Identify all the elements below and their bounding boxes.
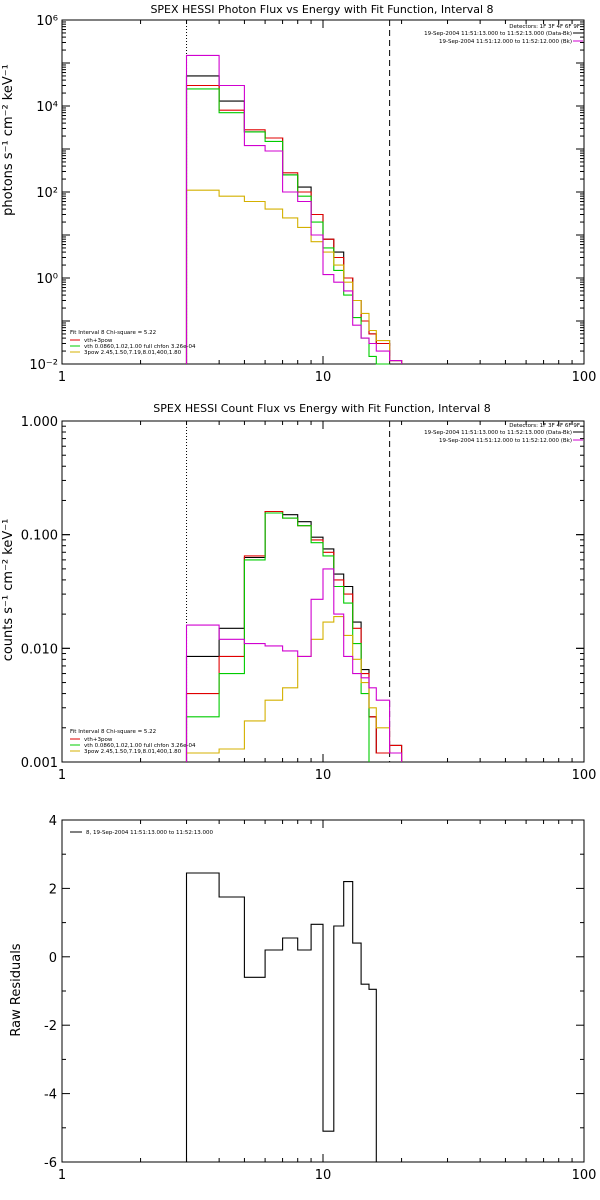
count-data-interval-header: 19-Sep-2004 11:51:13.000 to 11:52:13.000… xyxy=(424,430,572,436)
photon-nonthermal-legend-label: 3pow 2.45,1.50,7.19,8.01,400,1.80 xyxy=(84,350,182,356)
photon-series-background xyxy=(185,54,403,364)
photon-data-interval-header: 19-Sep-2004 11:51:13.000 to 11:52:13.000… xyxy=(424,31,572,37)
residual-y-tick-label: 4 xyxy=(49,814,57,829)
photon-series-vth xyxy=(185,88,390,365)
count-bk-interval-header: 19-Sep-2004 11:51:12.000 to 11:52:12.000… xyxy=(439,438,572,444)
count-nonthermal-legend-label: 3pow 2.45,1.50,7.19,8.01,400,1.80 xyxy=(84,749,182,755)
residuals-series xyxy=(185,872,377,1162)
count-flux-panel: SPEX HESSI Count Flux vs Energy with Fit… xyxy=(1,402,596,783)
count-flux-series xyxy=(185,510,403,762)
count-x-tick-label: 10 xyxy=(315,768,332,783)
photon-flux-series xyxy=(185,54,403,365)
count-x-tick-label: 1 xyxy=(58,768,66,783)
count-thermal-legend-label: vth 0.0860,1.02,1.00 full chfon 3.26e-04 xyxy=(84,743,196,749)
residual-x-tick-label: 1 xyxy=(58,1168,66,1183)
count-series-background xyxy=(185,568,403,762)
photon-series-vth-3pow xyxy=(185,84,403,364)
count-fit-legend-heading: Fit Interval 8 Chi-square = 5.22 xyxy=(70,729,156,735)
photon-y-tick-label: 10⁶ xyxy=(36,14,58,29)
photon-flux-panel: SPEX HESSI Photon Flux vs Energy with Fi… xyxy=(1,3,596,385)
photon-series-3pow xyxy=(185,189,403,364)
residual-y-tick-label: -6 xyxy=(44,1156,57,1171)
count-y-tick-label: 0.001 xyxy=(21,756,58,771)
residuals-panel: Raw Residuals 1 10 100 -6 -4 -2 0 2 4 8, 19-Sep-… xyxy=(9,814,596,1183)
residual-x-tick-label: 100 xyxy=(572,1168,597,1183)
count-total-legend-label: vth+3pow xyxy=(84,737,113,743)
residual-y-tick-label: -2 xyxy=(44,1019,57,1034)
count-y-tick-label: 1.000 xyxy=(21,415,58,430)
residual-x-tick-label: 10 xyxy=(315,1168,332,1183)
residuals-axes: 1 10 100 -6 -4 -2 0 2 4 xyxy=(44,814,596,1183)
photon-x-tick-label: 100 xyxy=(572,370,597,385)
residual-series-8-19-sep-2004-11-51-13-000-to- xyxy=(185,872,377,1162)
photon-y-tick-label: 10⁻² xyxy=(29,358,58,373)
photon-x-tick-label: 1 xyxy=(58,370,66,385)
count-flux-ylabel: counts s⁻¹ cm⁻² keV⁻¹ xyxy=(1,519,16,662)
count-flux-axes: 1 10 100 0.001 0.010 0.100 1.000 xyxy=(21,415,597,783)
count-y-tick-label: 0.100 xyxy=(21,529,58,544)
photon-x-tick-label: 10 xyxy=(315,370,332,385)
photon-y-tick-label: 10⁴ xyxy=(36,100,58,115)
count-x-tick-label: 100 xyxy=(572,768,597,783)
photon-flux-ylabel: photons s⁻¹ cm⁻² keV⁻¹ xyxy=(1,64,16,216)
residuals-ylabel: Raw Residuals xyxy=(9,943,24,1036)
photon-thermal-legend-label: vth 0.0860,1.02,1.00 full chfon 3.26e-04 xyxy=(84,344,196,350)
count-y-tick-label: 0.010 xyxy=(21,642,58,657)
count-series-vth-3pow xyxy=(185,510,403,762)
count-flux-title: SPEX HESSI Count Flux vs Energy with Fit… xyxy=(153,402,490,415)
residual-y-tick-label: -4 xyxy=(44,1088,57,1103)
count-series-3pow xyxy=(185,616,403,762)
residual-y-tick-label: 2 xyxy=(49,882,57,897)
photon-flux-title: SPEX HESSI Photon Flux vs Energy with Fi… xyxy=(150,3,493,16)
photon-plot-frame xyxy=(61,19,585,365)
photon-y-tick-label: 10² xyxy=(36,186,58,201)
photon-detectors-header: Detectors: 1F 3F 4F 6F 9F xyxy=(509,24,580,30)
count-series-vth xyxy=(185,512,370,762)
photon-total-legend-label: vth+3pow xyxy=(84,338,113,344)
count-detectors-header: Detectors: 1F 3F 4F 6F 9F xyxy=(509,423,580,429)
residuals-legend-label: 8, 19-Sep-2004 11:51:13.000 to 11:52:13.… xyxy=(86,830,213,836)
photon-y-tick-label: 10⁰ xyxy=(36,272,58,287)
photon-fit-legend-heading: Fit Interval 8 Chi-square = 5.22 xyxy=(70,330,156,336)
photon-bk-interval-header: 19-Sep-2004 11:51:12.000 to 11:52:12.000… xyxy=(439,39,572,45)
residual-y-tick-label: 0 xyxy=(49,951,57,966)
